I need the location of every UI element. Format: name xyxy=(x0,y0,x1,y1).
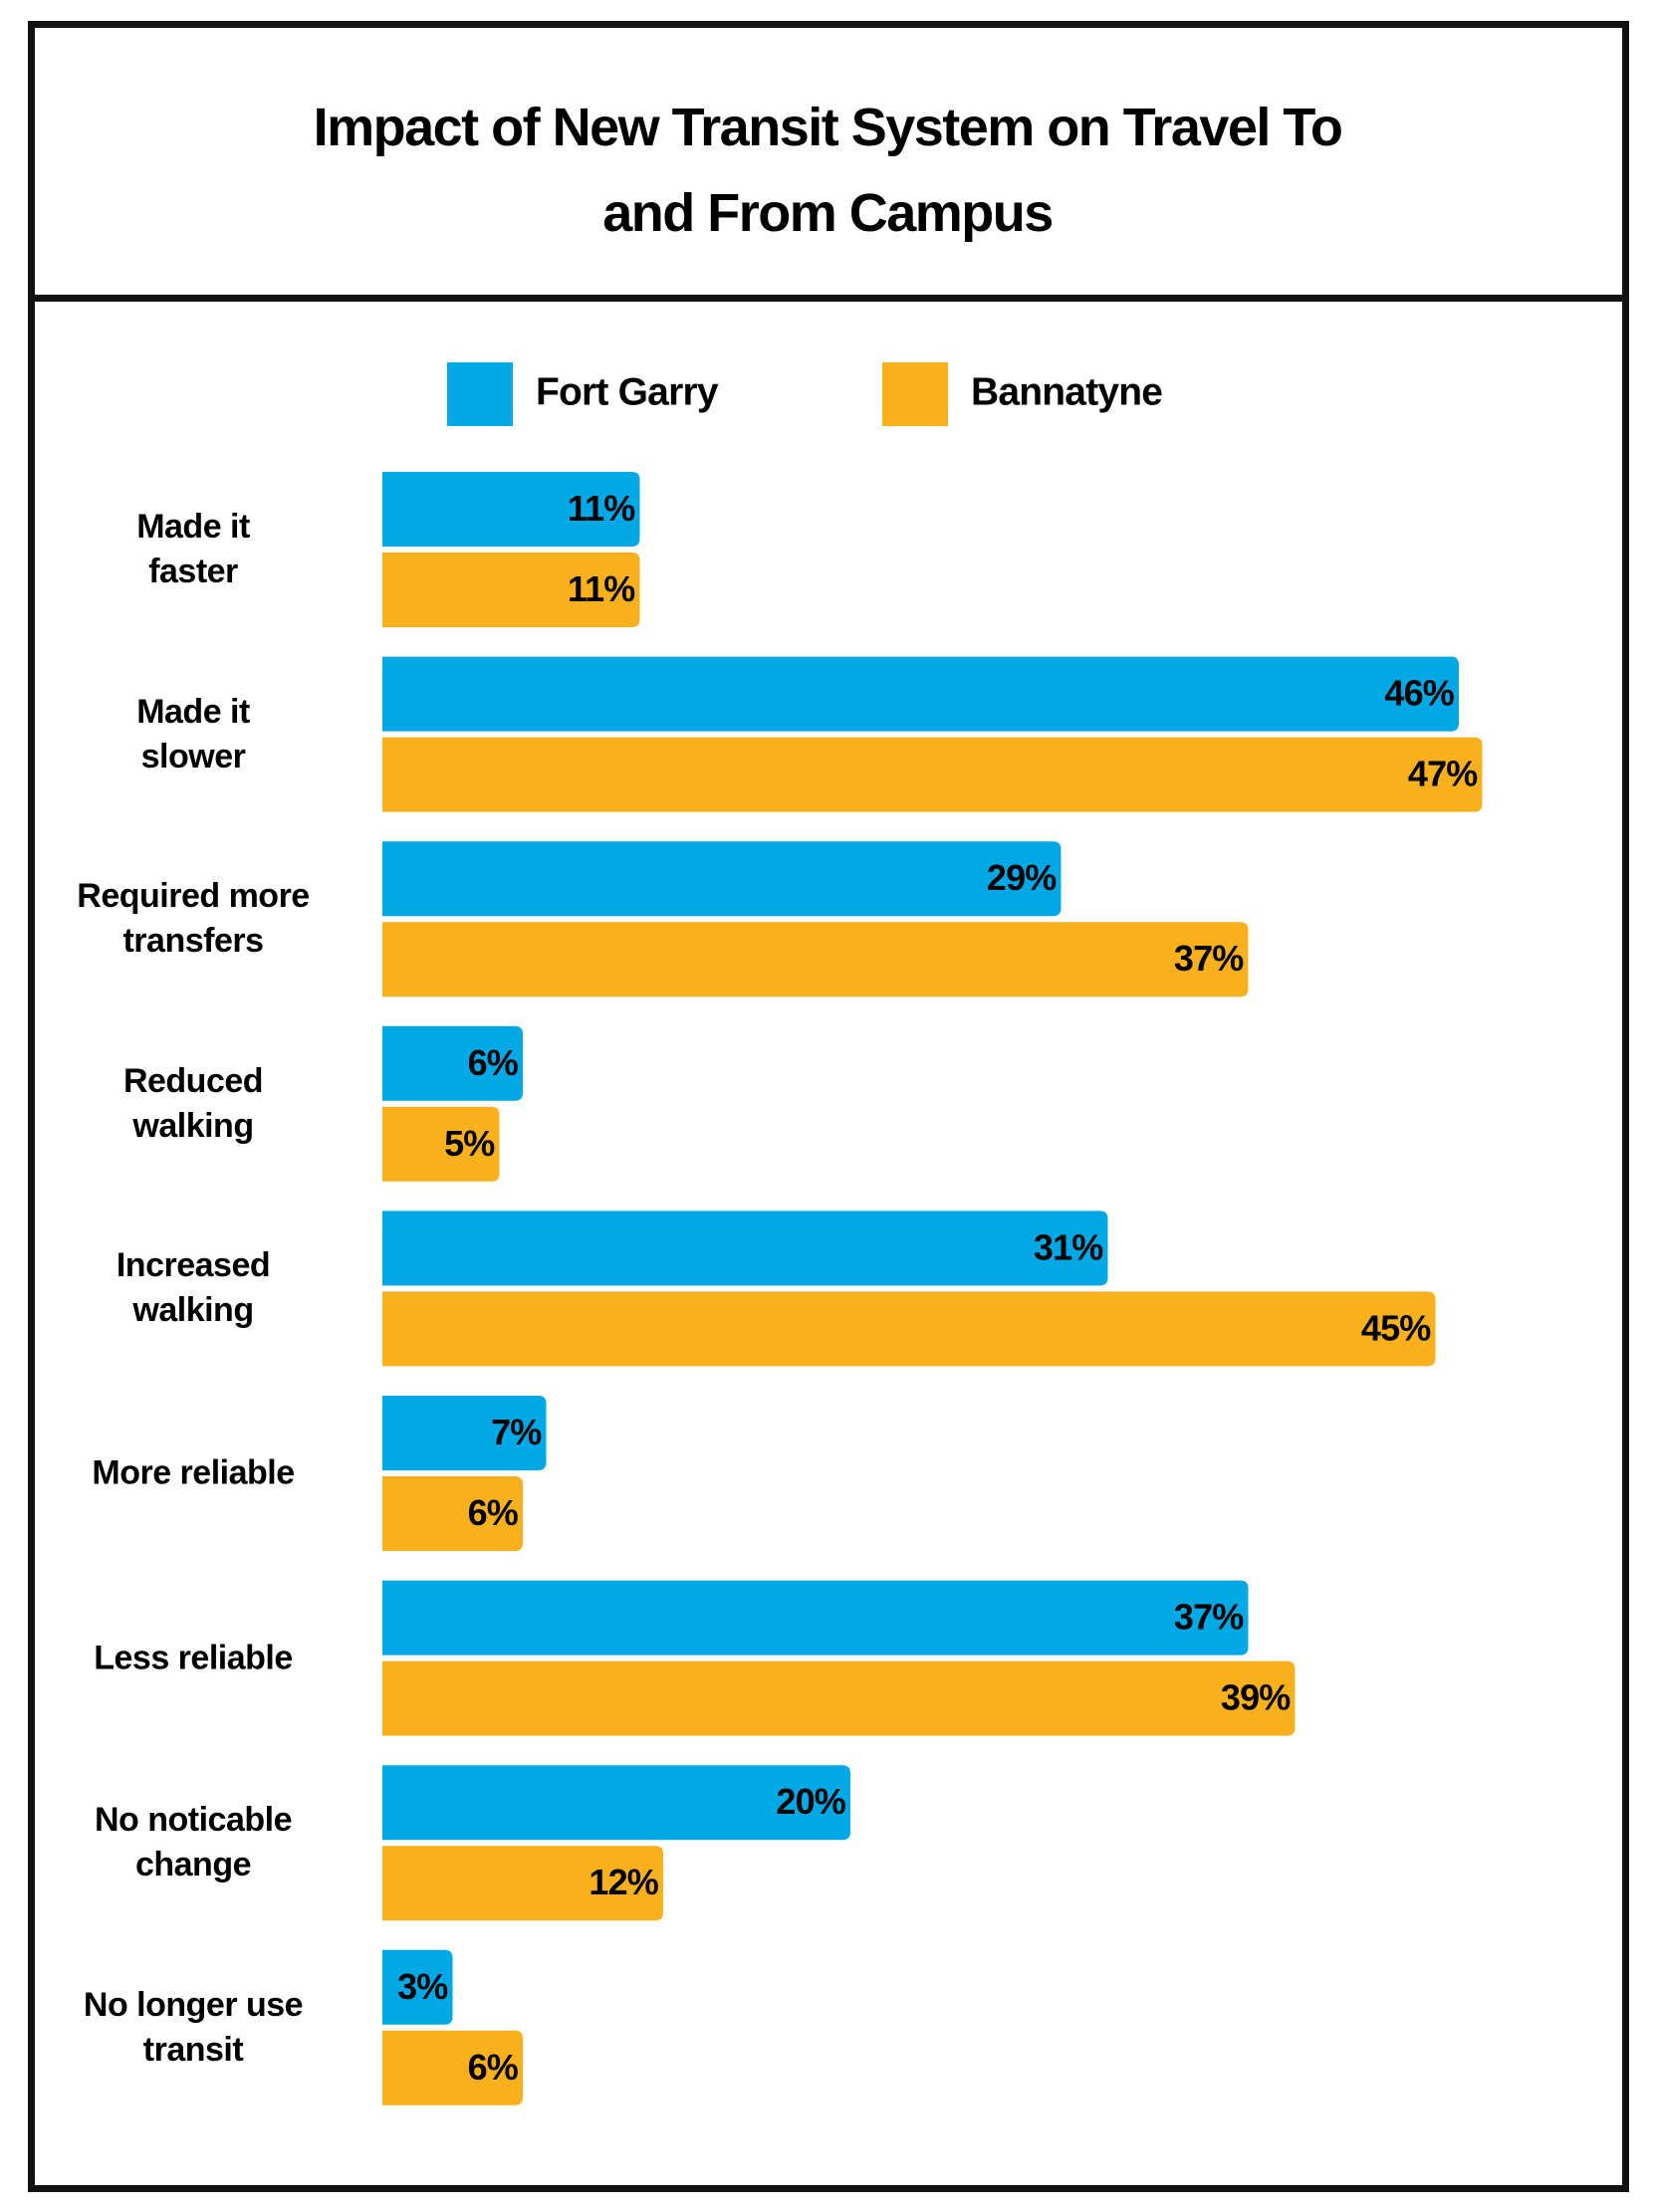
bar xyxy=(382,1025,523,1101)
bar xyxy=(382,1580,1249,1656)
bar xyxy=(382,656,1459,732)
value-label: 37% xyxy=(1174,938,1244,979)
legend-label: Bannatyne xyxy=(971,370,1162,413)
value-label: 47% xyxy=(1408,754,1478,794)
category-label: Made it slower xyxy=(136,692,250,775)
bar xyxy=(382,737,1483,812)
value-label: 46% xyxy=(1384,673,1454,714)
value-label: 29% xyxy=(987,857,1057,898)
title-separator xyxy=(28,295,1629,302)
value-label: 12% xyxy=(589,1862,658,1902)
value-label: 5% xyxy=(444,1123,495,1164)
bar xyxy=(382,1211,1108,1286)
legend-swatch xyxy=(882,362,948,426)
category-label: Made it faster xyxy=(136,508,250,590)
frame xyxy=(28,21,1629,2192)
category-label: No longer use transit xyxy=(83,1985,304,2069)
bar xyxy=(382,1396,547,1470)
legend-swatch xyxy=(447,362,513,426)
value-label: 6% xyxy=(468,2047,519,2088)
bar xyxy=(382,1291,1436,1367)
bar xyxy=(382,922,1249,997)
value-label: 31% xyxy=(1034,1226,1103,1267)
value-label: 37% xyxy=(1174,1597,1244,1638)
category-label: No noticable change xyxy=(94,1801,293,1884)
value-label: 20% xyxy=(776,1781,845,1822)
value-label: 6% xyxy=(468,1042,519,1083)
value-label: 6% xyxy=(468,1492,519,1533)
value-label: 45% xyxy=(1361,1307,1431,1348)
bar xyxy=(382,1949,453,2025)
bar xyxy=(382,472,640,547)
chart-title: Impact of New Transit System on Travel T… xyxy=(313,98,1343,243)
category-label: Less reliable xyxy=(94,1639,293,1677)
legend-label: Fort Garry xyxy=(536,370,719,413)
bar xyxy=(382,553,640,627)
value-label: 11% xyxy=(568,568,635,609)
bar xyxy=(382,1476,523,1551)
value-label: 11% xyxy=(568,488,635,529)
bar xyxy=(382,1106,500,1182)
bar xyxy=(382,2030,523,2105)
bar xyxy=(382,1765,850,1841)
category-label: More reliable xyxy=(92,1453,295,1492)
category-label: Reduced walking xyxy=(122,1061,264,1145)
value-label: 39% xyxy=(1221,1677,1291,1718)
value-label: 7% xyxy=(491,1412,542,1452)
category-label: Required more transfers xyxy=(77,877,310,961)
bar xyxy=(382,1846,663,1921)
value-label: 3% xyxy=(397,1966,448,2007)
bar xyxy=(382,1660,1296,1736)
bar xyxy=(382,841,1062,917)
category-label: Increased walking xyxy=(116,1246,271,1330)
